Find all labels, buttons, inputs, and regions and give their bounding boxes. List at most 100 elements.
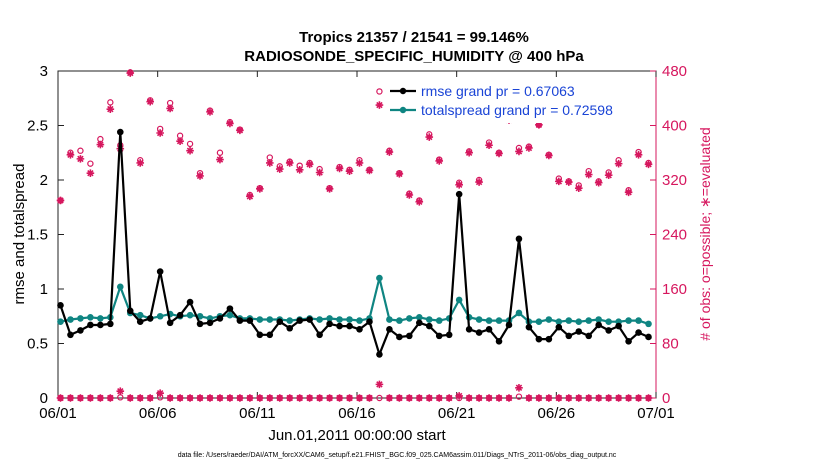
rmse-point bbox=[635, 329, 642, 336]
obs-rejected-marker bbox=[445, 394, 453, 402]
obs-evaluated-marker bbox=[315, 168, 324, 177]
rmse-point bbox=[515, 235, 523, 243]
obs-evaluated-marker bbox=[604, 171, 613, 180]
obs-rejected-marker bbox=[555, 394, 563, 402]
obs-evaluated-marker bbox=[295, 165, 304, 174]
y-tick-label: 0.5 bbox=[27, 336, 48, 353]
totalspread-point bbox=[555, 318, 563, 326]
totalspread-point bbox=[116, 283, 124, 291]
obs-possible-marker bbox=[107, 99, 114, 106]
obs-evaluated-marker bbox=[96, 140, 105, 149]
x-axis-label: Jun.01,2011 00:00:00 start bbox=[268, 427, 446, 444]
rmse-point bbox=[57, 302, 64, 309]
obs-evaluated-marker bbox=[355, 159, 364, 167]
totalspread-point bbox=[396, 317, 403, 324]
obs-rejected-marker bbox=[405, 394, 414, 402]
obs-possible-marker bbox=[376, 88, 383, 95]
totalspread-point bbox=[645, 320, 652, 328]
totalspread-point bbox=[455, 296, 463, 304]
y-tick-label: 0 bbox=[40, 390, 48, 407]
obs-rejected-marker bbox=[435, 394, 444, 402]
totalspread-point bbox=[286, 317, 294, 324]
obs-evaluated-marker bbox=[305, 160, 314, 169]
rmse-point bbox=[396, 333, 403, 341]
rmse-point bbox=[356, 326, 363, 333]
rmse-point bbox=[196, 320, 204, 328]
rmse-point bbox=[166, 319, 174, 327]
rmse-point bbox=[326, 320, 333, 328]
rmse-point bbox=[77, 327, 84, 334]
obs-evaluated-marker bbox=[435, 157, 444, 165]
rmse-point bbox=[425, 322, 433, 330]
obs-rejected-marker bbox=[395, 394, 404, 402]
rmse-point bbox=[126, 307, 134, 315]
y-tick-label: 1.5 bbox=[27, 227, 48, 244]
x-tick-label: 06/01 bbox=[39, 405, 77, 422]
obs-rejected-marker bbox=[246, 394, 254, 402]
y-tick-label: 3 bbox=[40, 63, 48, 80]
obs-evaluated-marker bbox=[584, 170, 593, 179]
obs-evaluated-marker bbox=[455, 180, 463, 189]
obs-evaluated-marker bbox=[226, 119, 234, 128]
obs-evaluated-marker bbox=[335, 164, 344, 173]
legend-spread-label: totalspread grand pr = 0.72598 bbox=[421, 102, 613, 118]
obs-rejected-marker bbox=[295, 394, 304, 402]
totalspread-point bbox=[565, 317, 573, 324]
rmse-point bbox=[296, 317, 303, 324]
obs-rejected-marker bbox=[176, 394, 184, 402]
rmse-point bbox=[475, 329, 483, 336]
rmse-point bbox=[246, 317, 254, 324]
rmse-point bbox=[186, 298, 194, 306]
rmse-point bbox=[485, 326, 493, 333]
obs-evaluated-marker bbox=[495, 149, 503, 158]
obs-evaluated-marker bbox=[206, 108, 214, 116]
obs-evaluated-marker bbox=[325, 185, 334, 193]
obs-rejected-marker bbox=[525, 394, 533, 402]
obs-evaluated-marker bbox=[475, 178, 483, 186]
obs-evaluated-marker bbox=[265, 159, 274, 167]
legend-rmse-marker bbox=[399, 87, 407, 95]
totalspread-point bbox=[77, 315, 84, 322]
rmse-point bbox=[605, 327, 612, 334]
totalspread-point bbox=[595, 316, 602, 323]
obs-rejected-marker bbox=[604, 394, 613, 402]
totalspread-point bbox=[256, 316, 264, 323]
y-tick-label: 2 bbox=[40, 172, 48, 189]
rmse-point bbox=[316, 331, 323, 339]
rmse-point bbox=[116, 128, 124, 136]
obs-rejected-marker bbox=[545, 394, 553, 402]
rmse-point bbox=[256, 331, 264, 339]
rmse-point bbox=[455, 190, 463, 198]
chart-subtitle: RADIOSONDE_SPECIFIC_HUMIDITY @ 400 hPa bbox=[244, 48, 584, 65]
obs-rejected-marker bbox=[335, 394, 344, 402]
rmse-point bbox=[465, 326, 473, 333]
obs-evaluated-marker bbox=[196, 172, 204, 180]
obs-evaluated-marker bbox=[634, 150, 643, 159]
obs-evaluated-marker bbox=[594, 178, 603, 187]
plot-area: 06/01 06/06 06/11 06/16 06/21 06/26 07/0100.51… bbox=[27, 63, 687, 422]
obs-rejected-marker bbox=[535, 394, 543, 402]
obs-evaluated-marker bbox=[126, 69, 135, 77]
y-right-tick-label: 80 bbox=[662, 336, 679, 353]
obs-rejected-marker bbox=[166, 394, 174, 402]
obs-rejected-marker bbox=[325, 394, 334, 402]
y-tick-label: 2.5 bbox=[27, 118, 48, 135]
rmse-point bbox=[645, 333, 652, 341]
rmse-point bbox=[615, 322, 622, 330]
y-right-tick-label: 160 bbox=[662, 281, 687, 298]
totalspread-point bbox=[136, 311, 144, 319]
obs-evaluated-marker bbox=[515, 147, 523, 156]
rmse-point bbox=[555, 323, 563, 331]
totalspread-point bbox=[266, 316, 274, 323]
obs-rejected-marker bbox=[644, 394, 653, 402]
rmse-point bbox=[495, 338, 503, 345]
obs-rejected-marker bbox=[56, 394, 65, 402]
rmse-point bbox=[585, 332, 593, 340]
rmse-point bbox=[595, 321, 602, 329]
obs-evaluated-marker bbox=[285, 159, 294, 167]
totalspread-point bbox=[57, 318, 64, 326]
x-tick-label: 06/26 bbox=[538, 405, 576, 422]
y-right-tick-label: 240 bbox=[662, 227, 687, 244]
totalspread-point bbox=[156, 312, 164, 320]
totalspread-point bbox=[425, 316, 433, 323]
